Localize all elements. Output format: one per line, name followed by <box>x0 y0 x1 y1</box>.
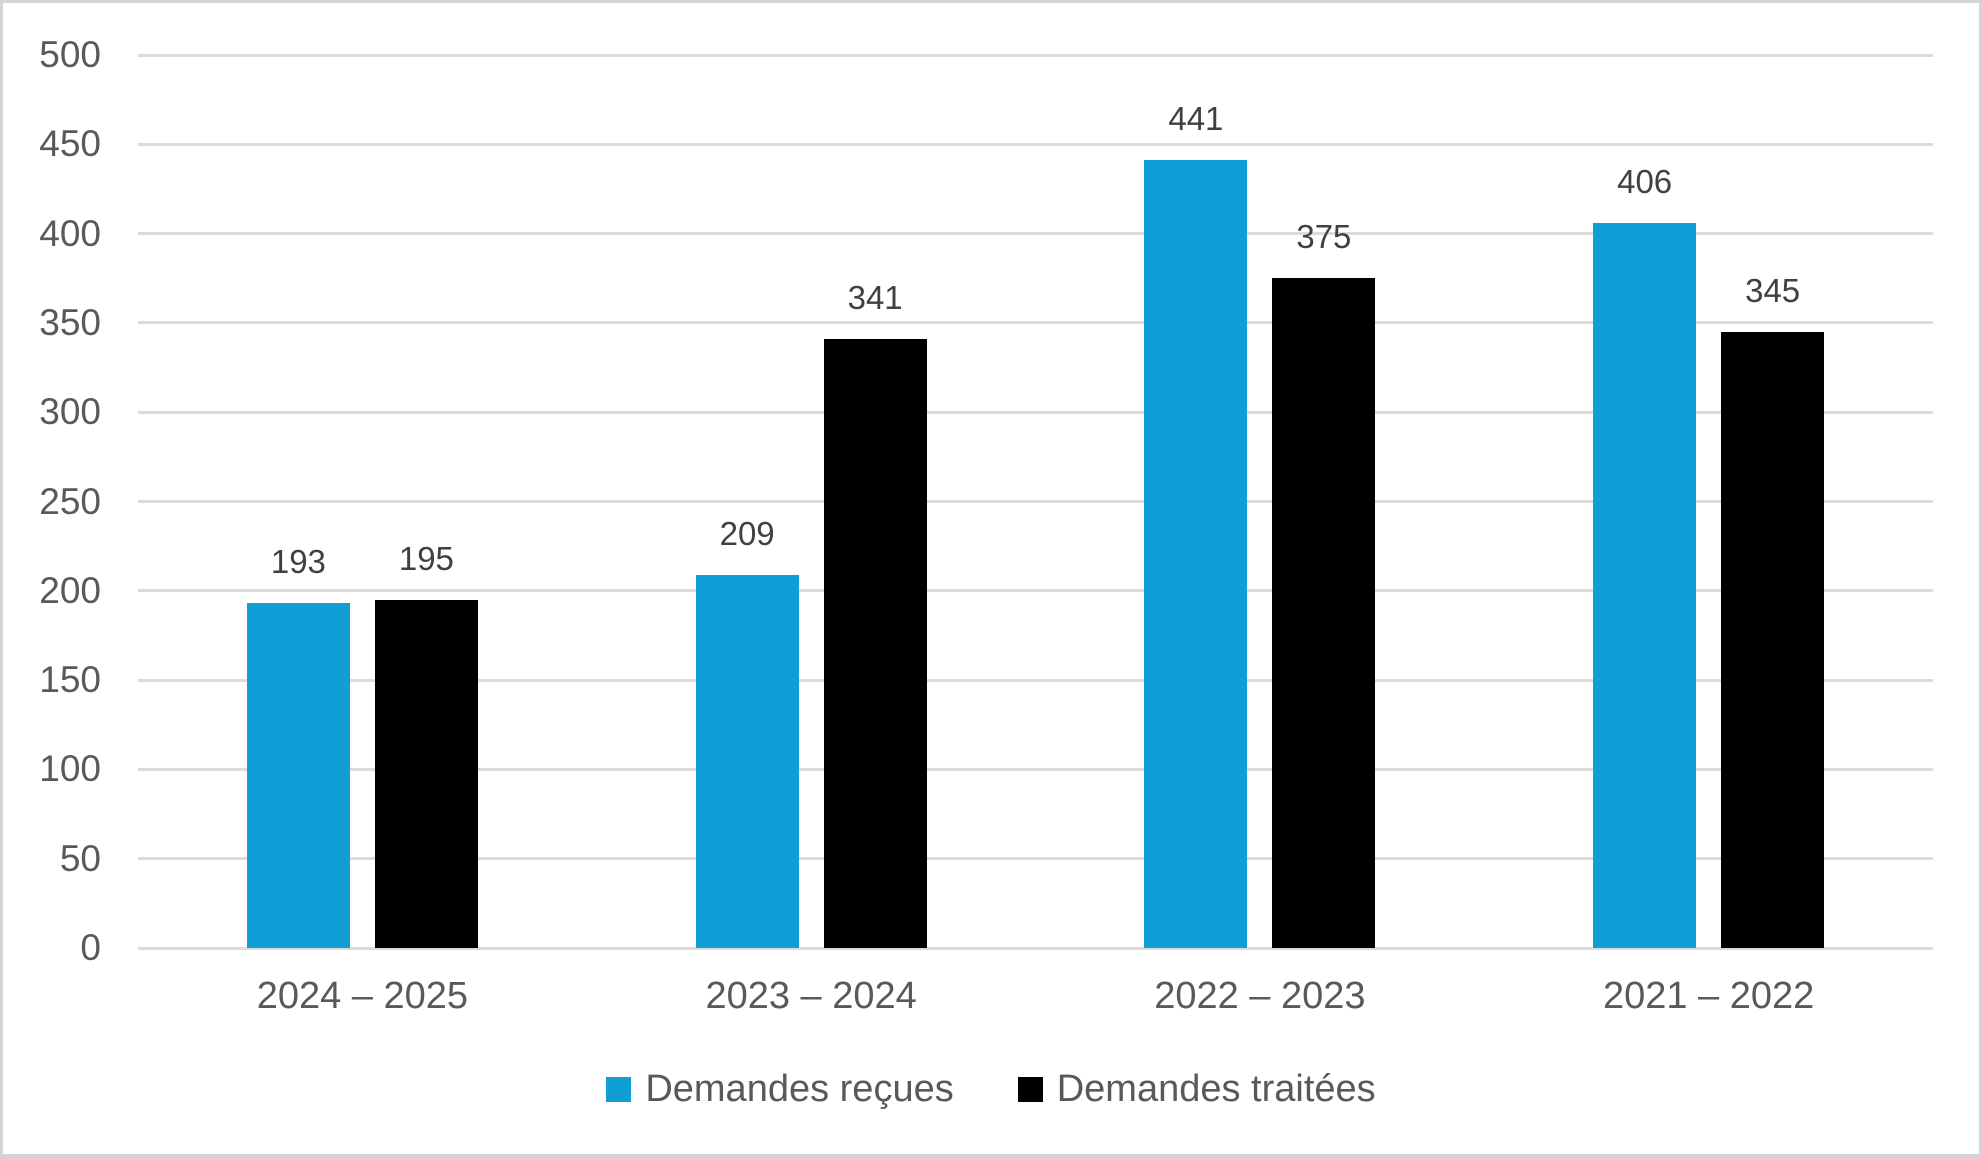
y-tick-label: 100 <box>39 748 101 790</box>
bar-received <box>695 574 799 948</box>
legend-label: Demandes reçues <box>645 1068 954 1110</box>
bar-processed <box>1721 331 1825 948</box>
legend-item-processed: Demandes traitées <box>1017 1068 1376 1110</box>
gridline <box>138 767 1933 771</box>
bar-value-label: 406 <box>1617 162 1673 200</box>
bar-value-label: 193 <box>270 543 326 581</box>
y-tick-label: 300 <box>39 391 101 433</box>
x-category-label: 2024 – 2025 <box>256 975 469 1017</box>
y-tick-label: 250 <box>39 480 101 522</box>
y-tick-label: 500 <box>39 34 101 75</box>
legend-label: Demandes traitées <box>1056 1068 1376 1110</box>
y-tick-label: 200 <box>39 569 101 611</box>
gridline <box>138 142 1933 146</box>
legend-swatch-icon <box>606 1076 632 1102</box>
bar-value-label: 195 <box>398 539 454 577</box>
legend-item-received: Demandes reçues <box>606 1068 954 1110</box>
gridline <box>138 678 1933 682</box>
gridline <box>138 589 1933 593</box>
legend-swatch-icon <box>1017 1076 1043 1102</box>
y-tick-label: 50 <box>59 837 101 879</box>
bar-value-label: 345 <box>1745 271 1801 309</box>
gridline <box>138 410 1933 414</box>
x-category-label: 2021 – 2022 <box>1602 975 1815 1017</box>
gridline <box>138 53 1933 57</box>
x-category-label: 2023 – 2024 <box>705 975 917 1017</box>
y-tick-label: 0 <box>80 927 101 968</box>
bar-value-label: 341 <box>847 278 903 316</box>
bar-value-label: 375 <box>1296 218 1352 256</box>
y-tick-label: 150 <box>39 659 101 701</box>
gridline <box>138 946 1933 950</box>
bar-received <box>246 603 350 948</box>
bar-value-label: 209 <box>719 514 775 552</box>
bar-processed <box>823 338 927 948</box>
y-tick-label: 350 <box>39 301 101 343</box>
x-category-label: 2022 – 2023 <box>1154 975 1366 1017</box>
bar-processed <box>1272 278 1376 948</box>
gridline <box>138 500 1933 503</box>
bar-processed <box>374 599 478 948</box>
bar-received <box>1593 222 1697 948</box>
gridline <box>138 321 1933 325</box>
bar-received <box>1144 160 1248 948</box>
bar-value-label: 441 <box>1168 100 1224 138</box>
y-tick-label: 400 <box>39 212 101 254</box>
legend: Demandes reçues Demandes traitées <box>3 1061 1979 1117</box>
y-tick-label: 450 <box>39 123 101 165</box>
gridline <box>138 232 1933 236</box>
gridline <box>138 857 1933 861</box>
